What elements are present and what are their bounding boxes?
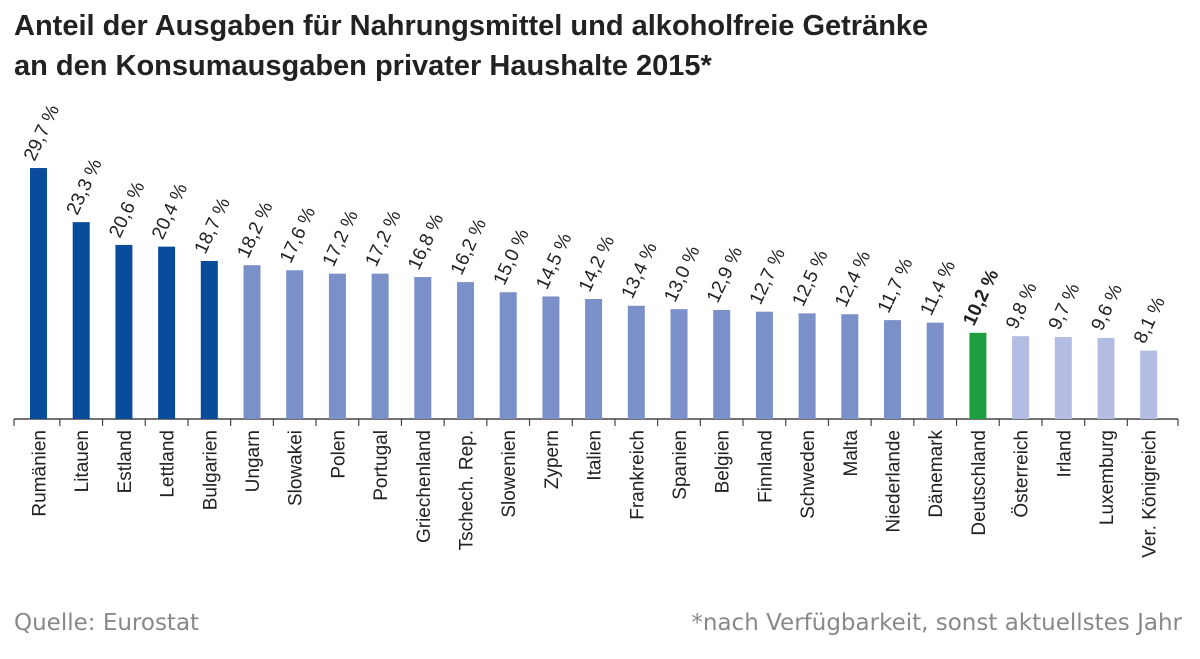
- chart-title: Anteil der Ausgaben für Nahrungsmittel u…: [14, 6, 928, 86]
- category-label: Ungarn: [243, 430, 264, 492]
- category-label: Luxemburg: [1097, 430, 1118, 525]
- category-label: Schweden: [798, 430, 819, 519]
- data-label: 12,5 %: [789, 247, 833, 310]
- data-label: 16,2 %: [447, 216, 491, 279]
- bar: [72, 222, 90, 419]
- category-label: Österreich: [1012, 430, 1033, 518]
- bar: [115, 244, 133, 419]
- bar: [841, 314, 859, 419]
- category-label: Lettland: [158, 430, 179, 498]
- bar: [1097, 337, 1115, 419]
- data-label: 20,4 %: [148, 180, 192, 243]
- bar: [286, 270, 304, 419]
- category-label: Griechenland: [414, 430, 435, 543]
- bar: [670, 309, 688, 419]
- bar: [30, 168, 47, 419]
- bar: [499, 292, 517, 419]
- bar: [798, 313, 816, 419]
- data-label: 14,2 %: [575, 233, 619, 296]
- bar: [755, 311, 773, 419]
- category-label: Estland: [115, 430, 136, 493]
- category-label: Slowenien: [499, 430, 520, 518]
- bar: [243, 265, 261, 419]
- category-label: Zypern: [542, 430, 563, 489]
- bar: [328, 273, 346, 419]
- data-label: 20,6 %: [105, 178, 149, 241]
- bar: [158, 246, 176, 419]
- category-label: Portugal: [371, 430, 392, 501]
- data-label: 9,8 %: [1002, 279, 1042, 332]
- data-label: 29,7 %: [20, 102, 64, 165]
- bar: [713, 309, 731, 419]
- category-label: Slowakei: [286, 430, 307, 506]
- data-label: 17,6 %: [276, 204, 320, 267]
- data-label: 14,5 %: [532, 230, 576, 293]
- data-label: 18,2 %: [233, 199, 277, 262]
- category-label: Irland: [1054, 430, 1075, 478]
- data-label: 11,7 %: [874, 255, 917, 316]
- bar: [1140, 350, 1158, 419]
- data-label: 9,6 %: [1087, 281, 1127, 334]
- category-label: Litauen: [72, 430, 93, 492]
- data-label: 23,3 %: [63, 156, 107, 219]
- category-label: Dänemark: [926, 430, 947, 518]
- bar: [627, 305, 645, 419]
- category-label: Polen: [328, 430, 349, 479]
- category-label: Niederlande: [884, 430, 905, 532]
- bar: [414, 277, 432, 419]
- chart-title-line-2: an den Konsumausgaben privater Haushalte…: [14, 50, 712, 82]
- data-label: 15,0 %: [490, 226, 534, 289]
- data-label: 13,4 %: [618, 239, 662, 302]
- bar: [969, 332, 987, 419]
- bar: [457, 282, 474, 419]
- category-label: Tschech. Rep.: [457, 430, 478, 550]
- category-label: Ver. Königreich: [1140, 430, 1161, 558]
- source-note: Quelle: Eurostat: [14, 610, 200, 636]
- bar: [542, 296, 560, 419]
- data-label: 16,8 %: [404, 211, 448, 274]
- data-label: 17,2 %: [362, 207, 406, 270]
- bar: [1012, 336, 1030, 419]
- data-label: 13,0 %: [660, 243, 704, 306]
- bar: [585, 299, 603, 419]
- category-label: Malta: [841, 430, 862, 477]
- data-label: 10,2 %: [959, 266, 1003, 329]
- data-label: 11,4 %: [917, 257, 960, 318]
- data-label: 12,4 %: [831, 248, 875, 311]
- data-label: 17,2 %: [319, 207, 363, 270]
- bar: [926, 322, 944, 419]
- category-label: Spanien: [670, 430, 691, 500]
- category-label: Rumänien: [30, 430, 51, 517]
- bar-chart: 29,7 % Rumänien 23,3 % Litauen 20,6 % Estland…: [13, 102, 1179, 558]
- bar: [1054, 337, 1072, 419]
- category-label: Finnland: [755, 430, 776, 503]
- bar: [371, 273, 389, 419]
- data-label: 8,1 %: [1130, 294, 1170, 347]
- chart-title-line-1: Anteil der Ausgaben für Nahrungsmittel u…: [14, 10, 929, 42]
- footnote: *nach Verfügbarkeit, sonst aktuellstes J…: [691, 610, 1182, 636]
- bar: [200, 260, 218, 419]
- data-label: 9,7 %: [1045, 280, 1085, 333]
- category-label: Belgien: [713, 430, 734, 493]
- category-label: Italien: [585, 430, 606, 481]
- bar: [884, 320, 901, 419]
- data-label: 12,9 %: [703, 244, 747, 307]
- category-label: Bulgarien: [200, 430, 221, 510]
- data-label: 12,7 %: [746, 245, 790, 308]
- data-label: 18,7 %: [191, 195, 235, 258]
- category-label: Deutschland: [969, 430, 990, 536]
- category-label: Frankreich: [627, 430, 648, 520]
